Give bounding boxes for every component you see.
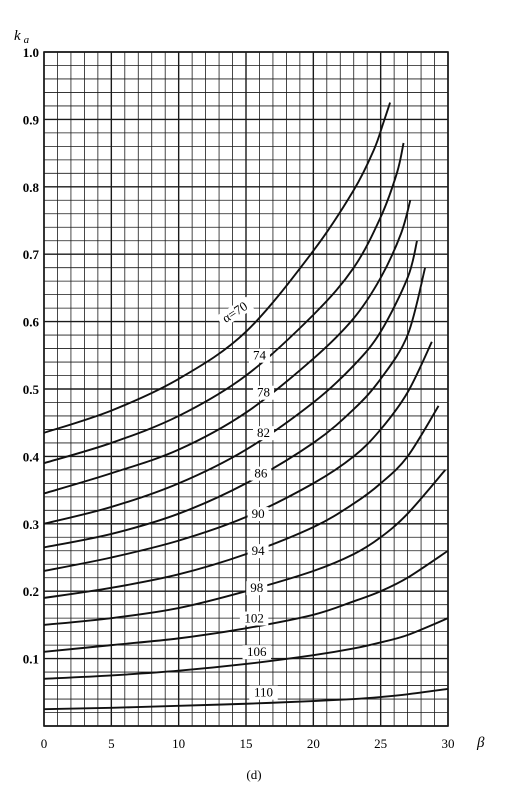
curve-series-7 [43,469,447,626]
curve-label-bg [249,685,278,700]
x-tick-label: 10 [172,736,185,751]
curve-label-bg [250,466,272,481]
curve-label-bg [247,544,269,559]
curve-label-bg [248,348,270,363]
x-tick-label: 0 [41,736,48,751]
chart-curve-labels: α=70 74 78 82 86 90 94 98 102 106 110 [216,296,278,700]
x-axis-label: β [476,735,485,751]
curve-label-bg [239,611,269,626]
curve-label-7: 98 [250,580,263,595]
curve-label-6: 94 [252,543,266,558]
y-tick-label: 0.7 [23,247,40,262]
curve-series-3 [43,240,418,525]
curve-label-1: 74 [253,348,267,363]
curve-label-group-5: 90 [247,506,269,522]
y-tick-labels: 0.1 0.2 0.3 0.4 0.5 0.6 0.7 0.8 0.9 1.0 [23,45,40,667]
curve-series-4 [43,267,427,549]
y-axis-subscript: a [24,34,30,46]
curve-series-9 [43,617,449,680]
curve-label-bg [247,507,269,522]
curve-label-9: 106 [247,644,267,659]
curve-label-2: 78 [257,385,270,400]
curve-series-0 [43,102,391,434]
curve-label-group-8: 102 [239,611,269,626]
curve-label-bg [242,645,272,660]
figure-caption: (d) [246,767,261,782]
curve-label-group-7: 98 [246,580,268,596]
x-tick-label: 15 [240,736,253,751]
curve-label-bg [253,385,275,400]
curve-label-group-9: 106 [242,644,272,660]
x-tick-label: 20 [307,736,320,751]
curve-label-bg [253,426,275,441]
y-tick-label: 1.0 [23,45,39,60]
plot-frame [43,51,449,727]
y-tick-label: 0.1 [23,652,39,667]
curve-label-5: 90 [252,506,265,521]
curve-series-5 [43,341,433,572]
curve-label-10: 110 [254,685,273,700]
curve-label-group-2: 78 [253,385,275,400]
x-tick-label: 25 [374,736,387,751]
y-tick-label: 0.9 [23,112,40,127]
curve-label-group-4: 86 [250,466,272,481]
curve-series-2 [43,200,412,495]
curve-label-bg [216,296,254,329]
x-tick-label: 30 [442,736,455,751]
x-tick-label: 5 [108,736,115,751]
curve-series-8 [43,549,449,653]
curve-label-group-0: α=70 [216,296,254,329]
chart-curves [43,102,449,711]
curve-label-group-10: 110 [249,685,278,700]
curve-label-bg [246,581,268,596]
x-tick-labels: 0 5 10 15 20 25 30 [41,736,455,751]
curve-series-10 [43,687,449,711]
y-tick-label: 0.2 [23,584,39,599]
chart-grid [43,51,449,727]
curve-label-3: 82 [257,425,270,440]
curve-label-group-6: 94 [247,543,269,559]
curve-series-1 [43,142,405,465]
y-tick-label: 0.3 [23,517,40,532]
curve-label-group-3: 82 [253,425,275,441]
y-tick-label: 0.4 [23,449,40,464]
y-axis-symbol: k [14,28,21,44]
y-tick-label: 0.6 [23,315,40,330]
curve-label-4: 86 [254,466,268,481]
curve-label-group-1: 74 [248,348,270,363]
curve-series-6 [43,405,440,599]
y-tick-label: 0.5 [23,382,40,397]
curve-label-8: 102 [244,611,264,626]
y-tick-label: 0.8 [23,180,40,195]
